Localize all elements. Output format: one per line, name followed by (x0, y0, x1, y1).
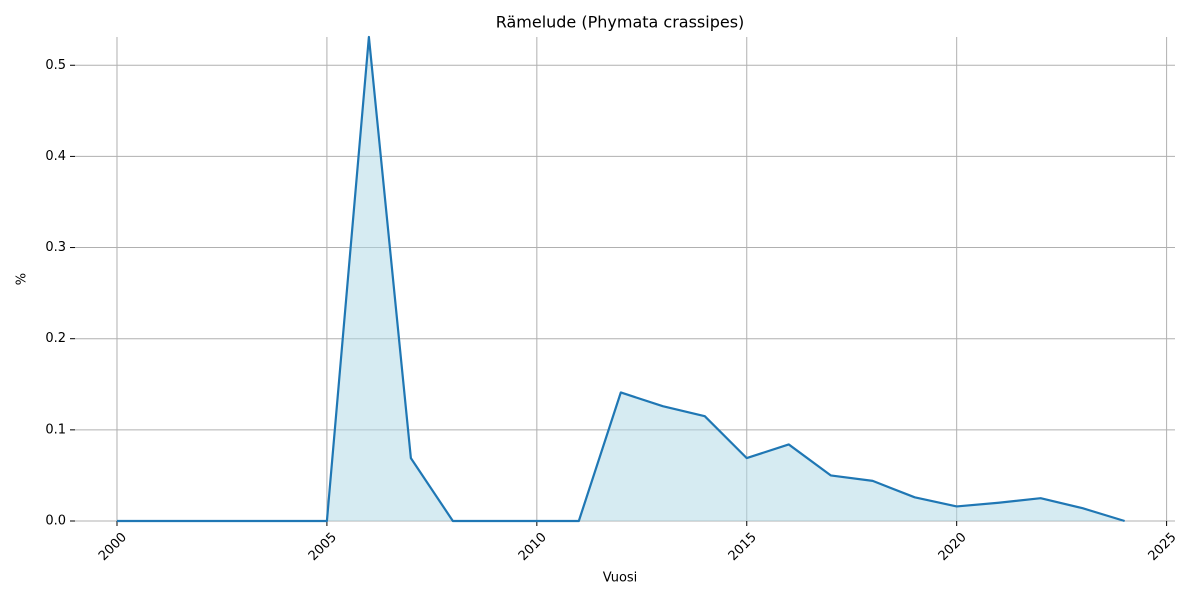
x-tick-label: 2025 (1146, 530, 1180, 564)
y-tick-label: 0.4 (45, 149, 66, 164)
line (116, 35, 1125, 523)
x-tick-label: 2010 (516, 530, 550, 564)
y-tick-label: 0.3 (45, 240, 66, 255)
x-tick-label: 2015 (726, 530, 760, 564)
x-tick-label: 2000 (96, 530, 130, 564)
area (116, 37, 1125, 521)
y-tick-label: 0.0 (45, 514, 66, 529)
y-tick-label: 0.5 (45, 58, 66, 73)
y-axis-label: % (15, 273, 30, 285)
x-tick-label: 2005 (306, 530, 340, 564)
y-tick-label: 0.2 (45, 331, 66, 346)
x-tick-label: 2020 (936, 530, 970, 564)
y-tick-label: 0.1 (45, 422, 66, 437)
chart-title: Rämelude (Phymata crassipes) (496, 13, 745, 32)
x-axis-label: Vuosi (603, 571, 638, 586)
